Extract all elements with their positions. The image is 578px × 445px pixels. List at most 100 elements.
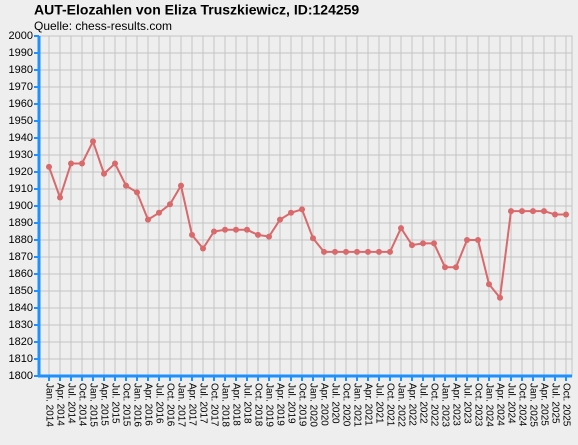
point	[156, 209, 162, 216]
chart-title: AUT-Elozahlen von Eliza Truszkiewicz, ID…	[34, 2, 359, 18]
point	[277, 216, 283, 223]
x-tick-label: Apr. 2025	[538, 383, 549, 426]
point	[409, 242, 415, 249]
point	[189, 231, 195, 238]
x-tick-label: Jul. 2023	[461, 383, 472, 424]
y-tick-label: 1950	[9, 115, 33, 127]
point	[200, 245, 206, 252]
x-tick-label: Jul. 2014	[65, 383, 76, 424]
x-tick-label: Jan. 2021	[351, 383, 362, 427]
x-tick-label: Jul. 2018	[241, 383, 252, 424]
x-tick-label: Apr. 2019	[274, 383, 285, 426]
y-tick-label: 1880	[9, 234, 33, 246]
point	[68, 160, 74, 167]
point	[310, 235, 316, 242]
x-tick-label: Oct. 2015	[120, 383, 131, 427]
x-tick-label: Jan. 2014	[43, 383, 54, 427]
x-tick-label: Apr. 2024	[494, 383, 505, 426]
x-tick-label: Oct. 2017	[208, 383, 219, 427]
x-tick-label: Oct. 2022	[428, 383, 439, 427]
point	[497, 294, 503, 301]
x-tick-label: Jan. 2015	[87, 383, 98, 427]
y-tick-label: 1890	[9, 217, 33, 229]
x-tick-label: Oct. 2016	[164, 383, 175, 427]
point	[222, 226, 228, 233]
point	[233, 226, 239, 233]
y-tick-label: 1900	[9, 200, 33, 212]
point	[321, 248, 327, 255]
y-tick-label: 1840	[9, 302, 33, 314]
point	[79, 160, 85, 167]
point	[508, 208, 514, 215]
point	[475, 237, 481, 243]
x-tick-label: Jan. 2018	[219, 383, 230, 427]
x-tick-label: Jan. 2022	[395, 383, 406, 427]
x-tick-label: Apr. 2014	[54, 383, 65, 426]
point	[365, 248, 371, 255]
x-tick-label: Apr. 2015	[98, 383, 109, 426]
x-tick-label: Oct. 2019	[296, 383, 307, 427]
x-tick-label: Apr. 2021	[362, 383, 373, 426]
x-tick-label: Jul. 2016	[153, 383, 164, 424]
point	[332, 248, 338, 255]
x-tick-label: Oct. 2023	[472, 383, 483, 427]
x-tick-label: Oct. 2025	[560, 383, 571, 427]
point	[343, 248, 349, 255]
x-tick-label: Apr. 2016	[142, 383, 153, 426]
y-tick-label: 2000	[9, 30, 33, 42]
y-tick-label: 1910	[9, 183, 33, 195]
x-tick-label: Jul. 2021	[373, 383, 384, 424]
point	[244, 226, 250, 233]
x-tick-label: Jan. 2025	[527, 383, 538, 427]
point	[266, 233, 272, 240]
y-tick-label: 1800	[9, 370, 33, 382]
point	[519, 208, 525, 215]
point	[541, 208, 547, 215]
x-tick-label: Jul. 2022	[417, 383, 428, 424]
point	[453, 264, 459, 271]
y-tick-label: 1810	[9, 353, 33, 365]
point	[112, 160, 118, 167]
x-tick-label: Jan. 2023	[439, 383, 450, 427]
point	[376, 248, 382, 255]
x-tick-label: Apr. 2017	[186, 383, 197, 426]
x-tick-label: Apr. 2020	[318, 383, 329, 426]
y-tick-label: 1820	[9, 336, 33, 348]
y-tick-label: 1870	[9, 251, 33, 263]
point	[431, 240, 437, 247]
x-tick-label: Jul. 2025	[549, 383, 560, 424]
point	[90, 138, 96, 145]
point	[134, 189, 140, 196]
point	[563, 211, 569, 218]
x-tick-label: Apr. 2022	[406, 383, 417, 426]
x-tick-label: Oct. 2020	[340, 383, 351, 427]
y-tick-label: 1990	[9, 47, 33, 59]
y-tick-label: 1830	[9, 319, 33, 331]
x-tick-label: Jan. 2024	[483, 383, 494, 427]
x-tick-label: Jan. 2016	[131, 383, 142, 427]
x-tick-label: Oct. 2018	[252, 383, 263, 427]
point	[486, 281, 492, 288]
point	[167, 201, 173, 208]
point	[255, 231, 261, 238]
chart-subtitle: Quelle: chess-results.com	[34, 19, 172, 33]
x-tick-label: Jul. 2020	[329, 383, 340, 424]
y-tick-label: 1940	[9, 132, 33, 144]
x-tick-label: Jul. 2017	[197, 383, 208, 424]
point	[178, 182, 184, 189]
x-tick-label: Jul. 2024	[505, 383, 516, 424]
y-tick-label: 1930	[9, 149, 33, 161]
point	[387, 248, 393, 255]
y-tick-label: 1980	[9, 64, 33, 76]
point	[101, 170, 107, 177]
point	[354, 248, 360, 255]
x-tick-label: Jan. 2017	[175, 383, 186, 427]
x-tick-label: Apr. 2023	[450, 383, 461, 426]
x-tick-label: Jul. 2015	[109, 383, 120, 424]
y-tick-label: 1920	[9, 166, 33, 178]
point	[288, 209, 294, 216]
y-tick-label: 1850	[9, 285, 33, 297]
y-tick-label: 1860	[9, 268, 33, 280]
x-tick-label: Jan. 2020	[307, 383, 318, 427]
